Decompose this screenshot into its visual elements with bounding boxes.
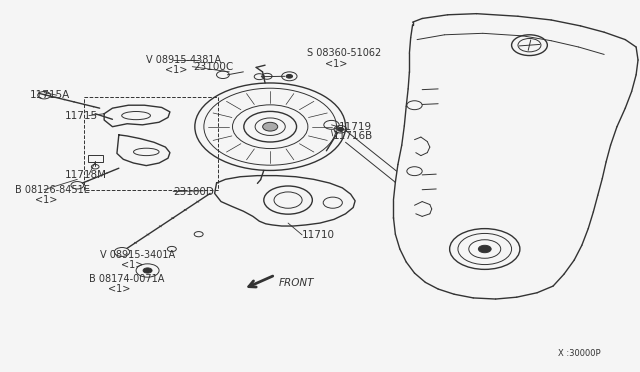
Circle shape — [478, 245, 491, 253]
Text: 11715A: 11715A — [29, 90, 70, 100]
Circle shape — [143, 268, 152, 273]
Text: B 08174-0071A: B 08174-0071A — [89, 274, 164, 284]
Text: B 08126-8451E: B 08126-8451E — [15, 185, 90, 195]
Text: FRONT: FRONT — [278, 278, 314, 288]
Text: <1>: <1> — [121, 260, 143, 270]
Text: S 08360-51062: S 08360-51062 — [307, 48, 381, 58]
Text: 23100D: 23100D — [173, 187, 214, 196]
Text: 11710: 11710 — [302, 230, 335, 240]
Circle shape — [286, 74, 292, 78]
Circle shape — [337, 128, 344, 131]
Text: <1>: <1> — [166, 65, 188, 76]
Text: V 08915-4381A: V 08915-4381A — [147, 55, 221, 65]
Text: V 08915-3401A: V 08915-3401A — [100, 250, 175, 260]
Text: X :30000P: X :30000P — [557, 349, 600, 358]
Text: <1>: <1> — [108, 284, 131, 294]
Text: 11716B: 11716B — [333, 131, 373, 141]
Text: <1>: <1> — [35, 195, 57, 205]
Text: 11719: 11719 — [339, 122, 372, 132]
Text: <1>: <1> — [325, 59, 348, 69]
Text: 23100C: 23100C — [193, 62, 234, 72]
Text: 11718M: 11718M — [65, 170, 106, 180]
Text: 11715: 11715 — [65, 110, 98, 121]
Circle shape — [262, 122, 278, 131]
